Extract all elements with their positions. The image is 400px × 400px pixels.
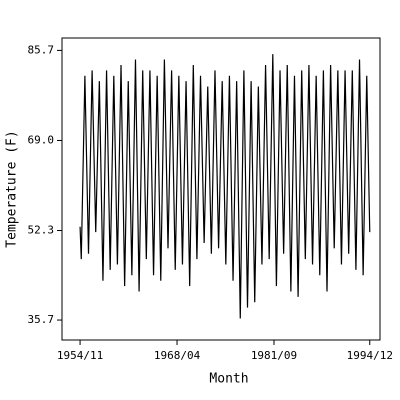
x-axis-label: Month xyxy=(209,372,248,387)
x-tick-label: 1994/12 xyxy=(347,349,393,362)
x-tick-label: 1954/11 xyxy=(57,349,103,362)
y-tick-label: 69.0 xyxy=(28,133,55,146)
y-tick-label: 35.7 xyxy=(28,313,55,326)
temperature-line xyxy=(79,54,371,319)
x-tick-label: 1981/09 xyxy=(251,349,297,362)
y-tick-label: 52.3 xyxy=(28,224,55,237)
plot-frame xyxy=(61,37,381,341)
y-tick-label: 85.7 xyxy=(28,43,55,56)
x-tick-label: 1968/04 xyxy=(154,349,201,362)
y-axis-label: Temperature (F) xyxy=(5,130,20,247)
